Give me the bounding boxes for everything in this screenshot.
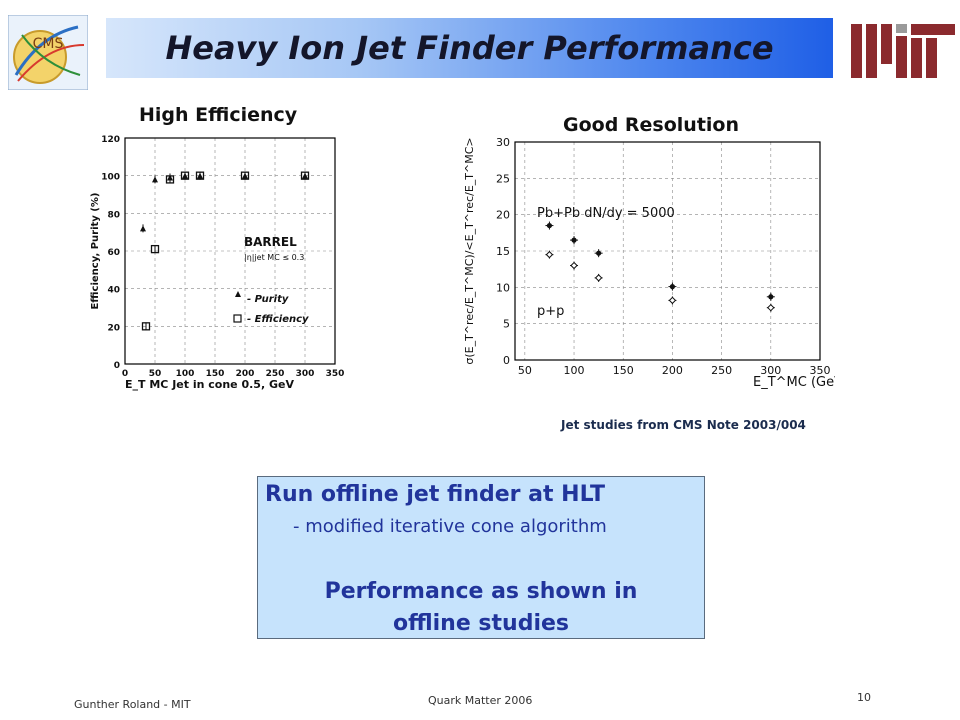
info-heading: Run offline jet finder at HLT (265, 482, 605, 507)
x-tick-label: 50 (149, 369, 162, 379)
pp-point (570, 261, 578, 270)
left-x-axis-label: E_T MC Jet in cone 0.5, GeV (125, 378, 294, 391)
x-tick-label: 0 (122, 369, 128, 379)
efficiency-point (240, 171, 250, 180)
y-tick-label: 120 (101, 135, 120, 145)
purity-point (140, 225, 146, 232)
pbpb-point (571, 237, 577, 243)
left-panel-title: High Efficiency (139, 104, 298, 126)
info-subpoint: - modified iterative cone algorithm (293, 516, 607, 537)
y-tick-label: 60 (107, 248, 120, 258)
left-y-axis-label: Efficiency, Purity (%) (90, 193, 101, 310)
pbpb-point (768, 294, 774, 300)
pp-point (594, 274, 603, 282)
right-y-axis-label: σ(E_T^rec/E_T^MC)/<E_T^rec/E_T^MC> (463, 137, 476, 364)
cms-logo-text: CMS (33, 36, 64, 52)
right-x-axis-label: E_T^MC (GeV) (753, 375, 835, 390)
x-tick-label: 150 (613, 364, 634, 377)
y-tick-label: 80 (107, 210, 120, 220)
performance-line-1: Performance as shown in (324, 579, 638, 604)
y-tick-label: 0 (503, 354, 510, 367)
pbpb-point (546, 222, 553, 229)
x-tick-label: 250 (266, 369, 285, 379)
legend-square-marker (233, 314, 242, 323)
efficiency-point (150, 244, 160, 254)
footer-author: Gunther Roland - MIT (74, 698, 191, 711)
x-tick-label: 350 (810, 364, 831, 377)
cut-label: |η|jet MC ≤ 0.3 (244, 253, 304, 262)
x-tick-label: 250 (711, 364, 732, 377)
y-tick-label: 100 (101, 173, 120, 183)
y-tick-label: 5 (503, 318, 510, 331)
x-tick-label: 350 (326, 369, 345, 379)
efficiency-point (141, 322, 151, 331)
efficiency-point (195, 171, 205, 180)
pp-point (767, 303, 775, 312)
info-box (257, 476, 705, 639)
cms-logo: CMS (8, 15, 88, 90)
purity-point (152, 176, 158, 183)
y-tick-label: 25 (496, 172, 510, 185)
x-tick-label: 200 (662, 364, 683, 377)
efficiency-point (300, 171, 310, 180)
footer-conference: Quark Matter 2006 (428, 694, 533, 707)
x-tick-label: 50 (518, 364, 532, 377)
legend-triangle-marker (235, 291, 241, 297)
legend-efficiency: - Efficiency (247, 314, 309, 325)
x-tick-label: 300 (760, 364, 781, 377)
plot-frame (514, 141, 821, 361)
x-tick-label: 100 (564, 364, 585, 377)
y-tick-label: 10 (496, 281, 510, 294)
y-tick-label: 20 (496, 209, 510, 222)
slide-title: Heavy Ion Jet Finder Performance (165, 29, 774, 67)
pbpb-label: Pb+Pb dN/dy = 5000 (537, 206, 675, 221)
legend: - Purity - Efficiency (233, 291, 309, 325)
x-tick-label: 200 (236, 369, 255, 379)
x-tick-label: 300 (296, 369, 315, 379)
pbpb-point (669, 284, 676, 290)
caption: Jet studies from CMS Note 2003/004 (561, 418, 806, 432)
mit-logo (851, 24, 955, 78)
page-number: 10 (857, 691, 871, 704)
pp-point (545, 250, 554, 259)
legend-purity: - Purity (247, 294, 289, 305)
title-banner (106, 18, 833, 78)
y-tick-label: 0 (114, 361, 120, 371)
performance-line-2: offline studies (392, 611, 570, 636)
pp-point (668, 296, 677, 305)
x-tick-label: 100 (176, 369, 195, 379)
x-tick-label: 150 (206, 369, 225, 379)
y-tick-label: 40 (107, 286, 120, 296)
plot-frame (124, 137, 336, 365)
efficiency-chart: 0 50 100 150 200 250 300 350 0 20 40 60 80 100 120 BAR… (90, 135, 345, 391)
y-tick-label: 30 (496, 136, 510, 149)
right-panel-title: Good Resolution (563, 114, 740, 136)
y-tick-label: 15 (496, 245, 510, 258)
y-tick-label: 20 (107, 323, 120, 333)
region-label: BARREL (244, 235, 297, 249)
efficiency-point (180, 171, 190, 180)
resolution-chart: 50 100 150 200 250 300 350 0 5 10 15 20 25 30 Pb+Pb d… (463, 136, 835, 390)
performance-note: Performance as shown in offline studies (257, 576, 705, 640)
pbpb-point (596, 250, 602, 256)
pp-label: p+p (537, 304, 564, 319)
efficiency-point (165, 175, 175, 184)
